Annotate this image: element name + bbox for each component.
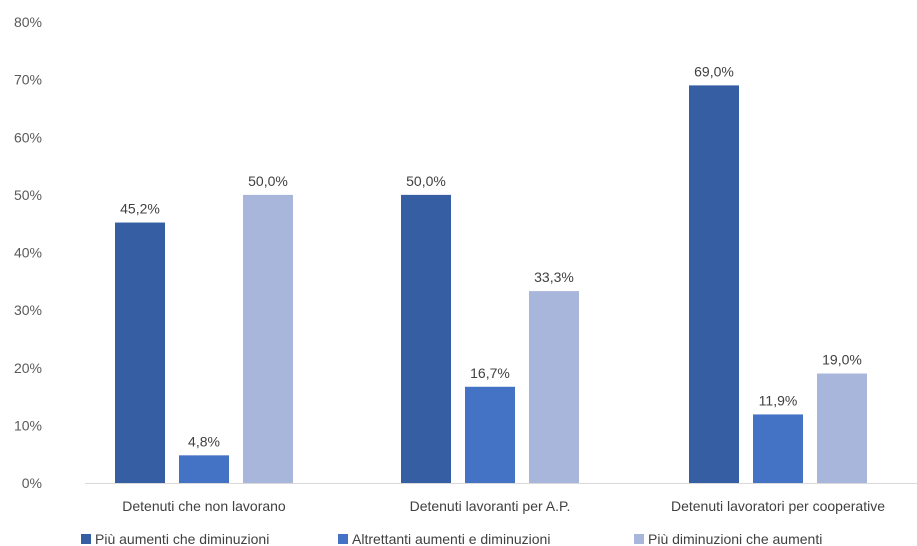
y-axis-tick-labels: 0% 10% 20% 30% 40% 50% 60% 70% 80% bbox=[14, 14, 42, 491]
y-tick-label: 80% bbox=[14, 14, 42, 30]
bar bbox=[115, 222, 165, 483]
y-tick-label: 60% bbox=[14, 129, 42, 145]
legend-swatch bbox=[338, 534, 348, 544]
data-label: 33,3% bbox=[534, 269, 574, 285]
legend-swatch bbox=[81, 534, 91, 544]
x-category-label: Detenuti lavoranti per A.P. bbox=[410, 498, 571, 514]
category-labels: Detenuti che non lavorano Detenuti lavora… bbox=[122, 498, 885, 514]
y-tick-label: 0% bbox=[22, 475, 42, 491]
bar bbox=[243, 194, 293, 483]
data-label: 69,0% bbox=[694, 63, 734, 79]
legend-label: Più aumenti che diminuzioni bbox=[95, 531, 269, 546]
legend-label: Più diminuzioni che aumenti bbox=[648, 531, 822, 546]
y-tick-label: 30% bbox=[14, 302, 42, 318]
data-label: 16,7% bbox=[470, 365, 510, 381]
bar bbox=[529, 291, 579, 483]
bar bbox=[689, 85, 739, 483]
y-tick-label: 50% bbox=[14, 187, 42, 203]
bar bbox=[465, 386, 515, 483]
bar bbox=[179, 455, 229, 483]
x-category-label: Detenuti che non lavorano bbox=[122, 498, 286, 514]
data-label: 4,8% bbox=[188, 433, 220, 449]
legend: Più aumenti che diminuzioni Altrettanti a… bbox=[81, 531, 822, 546]
data-label: 11,9% bbox=[759, 392, 798, 408]
y-tick-label: 10% bbox=[14, 417, 42, 433]
data-label: 45,2% bbox=[120, 201, 160, 217]
data-labels: 45,2% 50,0% 69,0% 4,8% 16,7% 11,9% 50,0% 33,3% 1… bbox=[120, 63, 862, 449]
legend-swatch bbox=[634, 534, 644, 544]
legend-label: Altrettanti aumenti e diminuzioni bbox=[352, 531, 550, 546]
bar bbox=[401, 194, 451, 483]
bar bbox=[817, 373, 867, 483]
y-tick-label: 70% bbox=[14, 72, 42, 88]
data-label: 19,0% bbox=[822, 352, 862, 368]
bars bbox=[115, 85, 867, 483]
x-category-label: Detenuti lavoratori per cooperative bbox=[671, 498, 885, 514]
y-tick-label: 40% bbox=[14, 245, 42, 261]
bar bbox=[753, 414, 803, 483]
data-label: 50,0% bbox=[248, 173, 288, 189]
y-tick-label: 20% bbox=[14, 360, 42, 376]
data-label: 50,0% bbox=[406, 173, 446, 189]
